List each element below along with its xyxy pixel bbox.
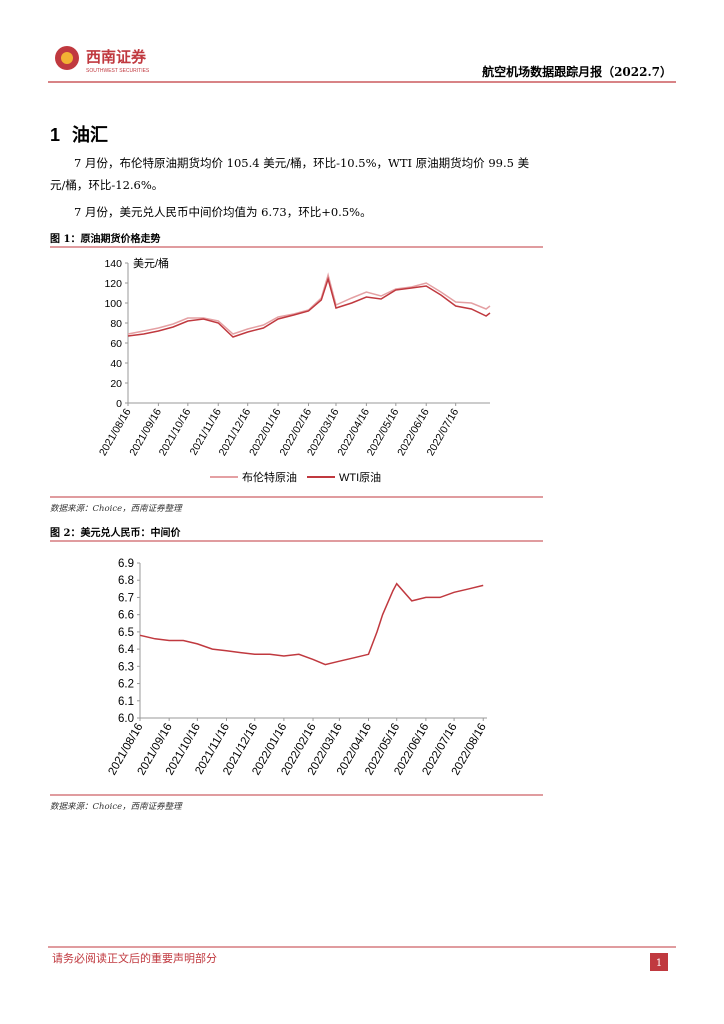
- y-tick-label: 6.6: [118, 610, 134, 622]
- line-series: [127, 276, 491, 338]
- y-tick-label: 140: [104, 258, 122, 270]
- y-tick-label: 6.9: [118, 558, 134, 570]
- figure-caption: 图 1：原油期货价格走势: [50, 232, 160, 245]
- y-tick-label: 6.8: [118, 575, 134, 587]
- figure-source: 数据来源：Choice，西南证券整理: [50, 801, 183, 812]
- figure-caption: 图 2：美元兑人民币：中间价: [50, 526, 181, 539]
- y-tick-label: 6.2: [118, 679, 134, 691]
- y-tick-label: 6.3: [118, 661, 134, 673]
- y-tick-label: 60: [110, 338, 122, 350]
- footer-notice: 请务必阅读正文后的重要声明部分: [52, 951, 217, 965]
- y-tick-label: 120: [104, 278, 122, 290]
- line-series: [139, 582, 484, 666]
- y-tick-label: 100: [104, 298, 122, 310]
- logo-cn: 西南证券: [86, 48, 147, 66]
- report-title: 航空机场数据跟踪月报（2022.7）: [482, 64, 672, 79]
- logo-en: SOUTHWEST SECURITIES: [86, 68, 150, 74]
- y-tick-label: 0: [116, 398, 122, 410]
- legend-label: 布伦特原油: [242, 470, 297, 484]
- paragraph: 7 月份，美元兑人民币中间价均值为 6.73，环比+0.5%。: [74, 205, 372, 219]
- y-unit: 美元/桶: [133, 256, 169, 270]
- paragraph: 7 月份，布伦特原油期货均价 105.4 美元/桶，环比-10.5%，WTI 原…: [50, 156, 530, 192]
- figure-source: 数据来源：Choice，西南证券整理: [50, 503, 183, 514]
- y-tick-label: 6.0: [118, 713, 134, 725]
- y-tick-label: 20: [110, 378, 122, 390]
- line-series: [127, 272, 491, 335]
- page-box: [650, 953, 668, 971]
- y-tick-label: 6.7: [118, 592, 134, 604]
- page-number: 1: [656, 958, 662, 969]
- y-tick-label: 6.4: [118, 644, 135, 656]
- section-number: 1: [50, 125, 60, 145]
- y-tick-label: 6.5: [118, 627, 134, 639]
- section-title: 油汇: [72, 124, 108, 146]
- body-text: 7 月份，布伦特原油期货均价 105.4 美元/桶，环比-10.5%，WTI 原…: [50, 156, 530, 219]
- legend-label: WTI原油: [339, 470, 381, 484]
- y-tick-label: 40: [110, 358, 122, 370]
- y-tick-label: 80: [110, 318, 122, 330]
- y-tick-label: 6.1: [118, 696, 134, 708]
- logo-icon-inner: [61, 52, 73, 64]
